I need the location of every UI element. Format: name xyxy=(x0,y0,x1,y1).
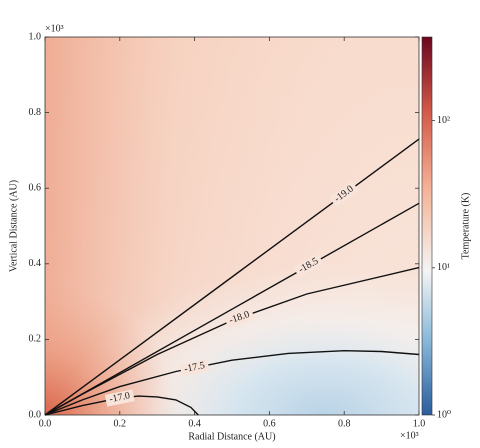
y-tick-label: 0.8 xyxy=(29,107,42,118)
x-offset-label: ×10³ xyxy=(400,430,419,441)
x-axis-label: Radial Distance (AU) xyxy=(188,431,275,442)
plot-frame xyxy=(44,36,420,416)
colorbar-tick-label: 10¹ xyxy=(437,262,450,273)
contour-line xyxy=(44,395,199,416)
y-tick-label: 1.0 xyxy=(29,31,42,42)
contour-label-bg xyxy=(293,253,324,278)
x-tick-label: 1.0 xyxy=(413,418,426,429)
contour-line xyxy=(44,349,420,416)
contour-label-bg xyxy=(329,181,360,208)
contour-line xyxy=(44,266,420,416)
colorbar-label: Temperature (K) xyxy=(460,193,471,260)
contour-label-group: -18.0 xyxy=(224,307,255,329)
y-offset-label: ×10³ xyxy=(45,23,64,34)
contour-line xyxy=(44,138,420,416)
contour-label-group: -17.5 xyxy=(179,359,210,377)
x-tick-label: 0.4 xyxy=(188,418,201,429)
contour-label-bg xyxy=(224,307,255,329)
x-tick-label: 0.6 xyxy=(263,418,276,429)
contour-label-group: -17.0 xyxy=(104,389,135,407)
contour-label: -17.5 xyxy=(183,360,206,375)
contour-line xyxy=(44,202,420,416)
colorbar-tick-label: 10² xyxy=(437,115,450,126)
x-tick-label: 0.2 xyxy=(114,418,127,429)
y-tick-label: 0.2 xyxy=(29,334,42,345)
heatmap xyxy=(45,37,419,415)
y-tick-label: 0.0 xyxy=(29,409,42,420)
contour-label-bg xyxy=(104,389,135,407)
contour-label-bg xyxy=(179,359,210,377)
y-axis-label: Vertical Distance (AU) xyxy=(8,180,19,272)
x-tick-label: 0.8 xyxy=(338,418,351,429)
contour-label: -17.0 xyxy=(108,390,131,405)
y-tick-label: 0.6 xyxy=(29,182,42,193)
y-tick-label: 0.4 xyxy=(29,258,42,269)
colorbar xyxy=(421,36,433,416)
colorbar-tick-label: 10⁰ xyxy=(437,409,451,420)
x-tick-label: 0.0 xyxy=(39,418,52,429)
